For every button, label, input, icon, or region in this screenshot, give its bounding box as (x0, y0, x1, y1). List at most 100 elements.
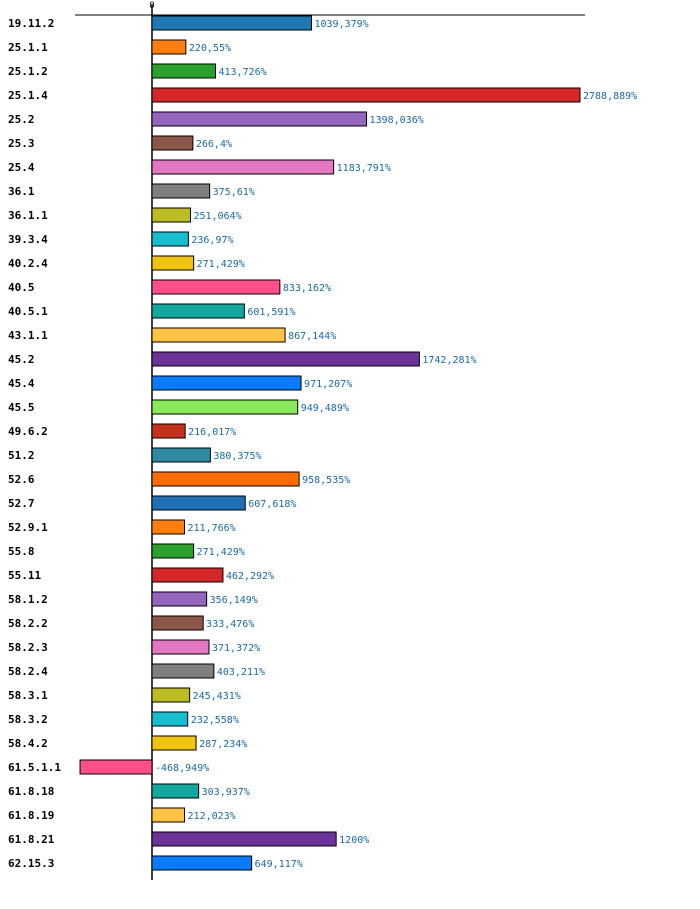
category-label: 45.4 (8, 377, 35, 390)
zero-tick-label: 0 (149, 1, 154, 11)
value-label: 380,375% (213, 451, 261, 462)
value-label: 949,489% (301, 403, 349, 414)
value-label: 303,937% (202, 787, 250, 798)
bar (151, 471, 300, 487)
bar (151, 543, 195, 559)
bar (151, 39, 187, 55)
bar (151, 711, 189, 727)
value-label: 607,618% (248, 499, 296, 510)
category-label: 25.1.1 (8, 41, 48, 54)
bar (151, 495, 246, 511)
bar (151, 735, 197, 751)
value-label: 2788,889% (583, 91, 637, 102)
category-label: 52.9.1 (8, 521, 48, 534)
bar (151, 327, 286, 343)
value-label: -468,949% (155, 763, 209, 774)
value-label: 356,149% (210, 595, 258, 606)
category-label: 25.4 (8, 161, 35, 174)
category-label: 40.5 (8, 281, 35, 294)
value-label: 287,234% (199, 739, 247, 750)
value-label: 375,61% (213, 187, 255, 198)
value-label: 958,535% (302, 475, 350, 486)
bar (151, 615, 204, 631)
category-label: 25.1.4 (8, 89, 48, 102)
category-label: 40.5.1 (8, 305, 48, 318)
category-label: 58.3.1 (8, 689, 48, 702)
bar (151, 207, 192, 223)
category-label: 58.3.2 (8, 713, 48, 726)
category-label: 25.2 (8, 113, 35, 126)
value-label: 1039,379% (315, 19, 369, 30)
bar (151, 159, 335, 175)
category-label: 55.11 (8, 569, 41, 582)
bar (151, 687, 191, 703)
value-label: 232,558% (191, 715, 239, 726)
category-label: 61.8.19 (8, 809, 54, 822)
bar (151, 87, 581, 103)
bar (151, 663, 215, 679)
category-label: 40.2.4 (8, 257, 48, 270)
value-label: 403,211% (217, 667, 265, 678)
category-label: 25.1.2 (8, 65, 48, 78)
value-label: 220,55% (189, 43, 231, 54)
category-label: 58.2.3 (8, 641, 48, 654)
bar (151, 591, 208, 607)
bar (151, 351, 420, 367)
value-label: 371,372% (212, 643, 260, 654)
bar (151, 303, 245, 319)
value-label: 251,064% (194, 211, 242, 222)
bar (151, 375, 302, 391)
category-label: 52.6 (8, 473, 35, 486)
bar (151, 639, 210, 655)
category-label: 61.8.18 (8, 785, 54, 798)
value-label: 1742,281% (422, 355, 476, 366)
category-label: 39.3.4 (8, 233, 48, 246)
value-label: 1200% (339, 835, 369, 846)
category-label: 61.8.21 (8, 833, 55, 846)
bar (151, 231, 189, 247)
category-label: 58.2.2 (8, 617, 48, 630)
bar (151, 831, 337, 847)
bar (151, 15, 313, 31)
category-label: 45.5 (8, 401, 35, 414)
category-label: 25.3 (8, 137, 35, 150)
bar (151, 855, 253, 871)
value-label: 211,766% (187, 523, 235, 534)
value-label: 601,591% (247, 307, 295, 318)
bars-layer: 19.11.2 1039,379% 25.1.1 220,55% 25.1.2 413,7… (8, 15, 637, 871)
value-label: 271,429% (197, 259, 245, 270)
value-label: 216,017% (188, 427, 236, 438)
category-label: 58.2.4 (8, 665, 48, 678)
category-label: 36.1.1 (8, 209, 48, 222)
bar (151, 111, 368, 127)
bar (79, 759, 153, 775)
category-label: 43.1.1 (8, 329, 48, 342)
value-label: 266,4% (196, 139, 232, 150)
bar (151, 519, 185, 535)
bar (151, 567, 224, 583)
category-label: 45.2 (8, 353, 35, 366)
value-label: 649,117% (255, 859, 303, 870)
value-label: 271,429% (197, 547, 245, 558)
bar (151, 447, 211, 463)
category-label: 58.1.2 (8, 593, 48, 606)
category-label: 62.15.3 (8, 857, 54, 870)
category-label: 51.2 (8, 449, 35, 462)
value-label: 245,431% (193, 691, 241, 702)
bar (151, 423, 186, 439)
category-label: 52.7 (8, 497, 35, 510)
value-label: 1398,036% (370, 115, 424, 126)
bar (151, 63, 216, 79)
value-label: 236,97% (191, 235, 233, 246)
value-label: 867,144% (288, 331, 336, 342)
bar (151, 279, 281, 295)
value-label: 971,207% (304, 379, 352, 390)
value-label: 212,023% (188, 811, 236, 822)
bar (151, 255, 195, 271)
bar (151, 183, 211, 199)
bar (151, 399, 299, 415)
category-label: 19.11.2 (8, 17, 54, 30)
category-label: 49.6.2 (8, 425, 48, 438)
bar (151, 135, 194, 151)
